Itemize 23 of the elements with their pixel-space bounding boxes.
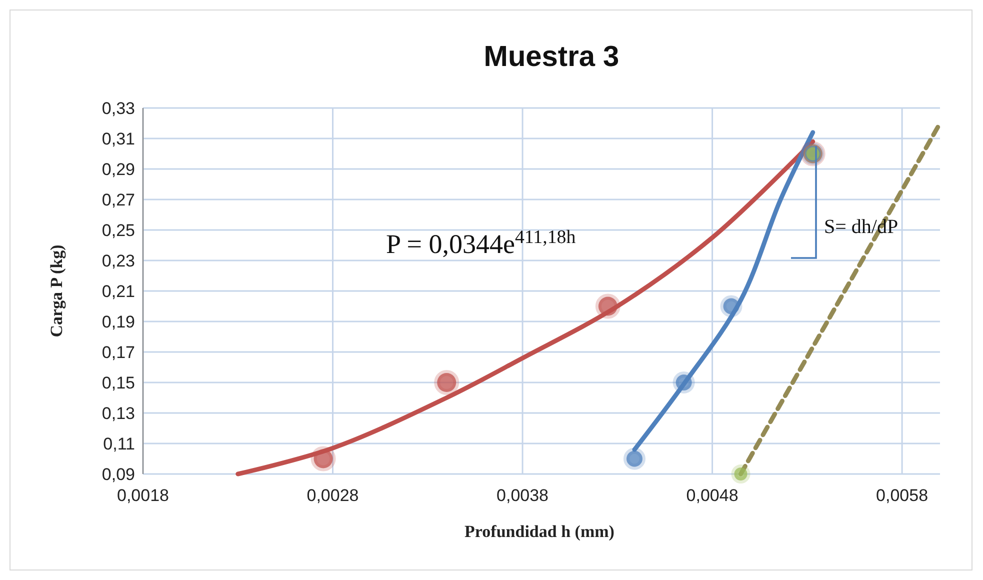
y-tick-label: 0,33	[102, 98, 135, 118]
x-tick-label: 0,0038	[496, 486, 549, 505]
x-tick-label: 0,0028	[306, 486, 359, 505]
y-tick-label: 0,19	[102, 312, 135, 332]
y-tick-label: 0,17	[102, 342, 135, 362]
y-tick-label: 0,09	[102, 464, 135, 484]
y-tick-label: 0,31	[102, 129, 135, 148]
y-tick-label: 0,11	[103, 434, 135, 454]
y-tick-label: 0,15	[102, 373, 135, 392]
y-tick-label: 0,23	[102, 251, 135, 270]
x-tick-label: 0,0048	[686, 486, 738, 505]
x-tick-label: 0,0058	[876, 486, 928, 505]
x-tick-label: 0,0018	[117, 486, 169, 505]
y-tick-label: 0,21	[102, 282, 135, 301]
y-axis-title: Carga P (kg)	[47, 244, 66, 338]
annotation: S= dh/dP	[824, 216, 898, 238]
chart-title: Muestra 3	[484, 41, 620, 73]
y-tick-label: 0,29	[102, 160, 135, 179]
annotation: P = 0,0344e$^{411,18h}$	[386, 226, 576, 259]
y-tick-label: 0,27	[102, 190, 135, 210]
y-tick-label: 0,25	[102, 220, 135, 240]
x-axis-title: Profundidad h (mm)	[464, 522, 614, 541]
y-tick-label: 0,13	[102, 404, 135, 423]
